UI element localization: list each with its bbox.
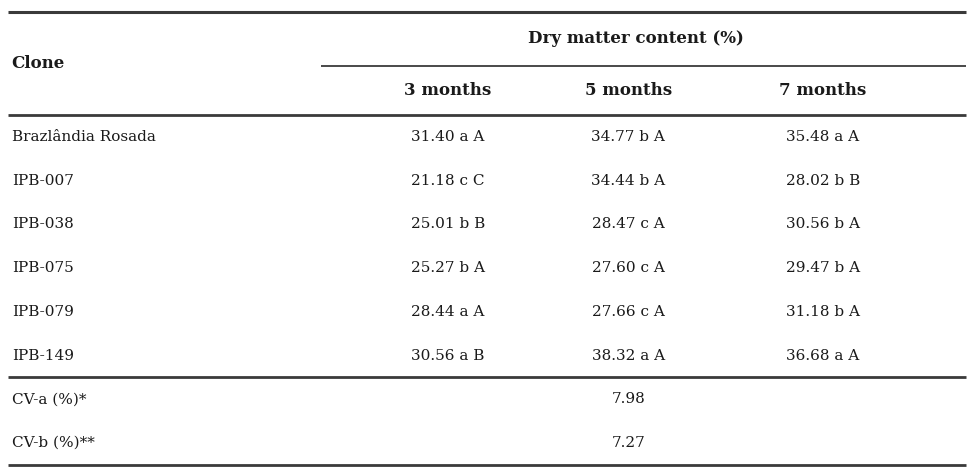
Text: 36.68 a A: 36.68 a A — [786, 349, 860, 362]
Text: 3 months: 3 months — [404, 82, 492, 99]
Text: Brazlândia Rosada: Brazlândia Rosada — [12, 130, 156, 144]
Text: IPB-007: IPB-007 — [12, 174, 74, 188]
Text: 31.40 a A: 31.40 a A — [411, 130, 485, 144]
Text: Clone: Clone — [12, 55, 65, 72]
Text: 34.44 b A: 34.44 b A — [591, 174, 665, 188]
Text: 25.27 b A: 25.27 b A — [411, 261, 485, 275]
Text: 7.27: 7.27 — [612, 436, 645, 450]
Text: 27.66 c A: 27.66 c A — [592, 305, 664, 319]
Text: 35.48 a A: 35.48 a A — [786, 130, 860, 144]
Text: 28.02 b B: 28.02 b B — [786, 174, 860, 188]
Text: 27.60 c A: 27.60 c A — [592, 261, 664, 275]
Text: 38.32 a A: 38.32 a A — [591, 349, 665, 362]
Text: IPB-075: IPB-075 — [12, 261, 73, 275]
Text: IPB-038: IPB-038 — [12, 218, 73, 231]
Text: 30.56 b A: 30.56 b A — [786, 218, 860, 231]
Text: 28.44 a A: 28.44 a A — [411, 305, 485, 319]
Text: Dry matter content (%): Dry matter content (%) — [528, 30, 743, 47]
Text: 25.01 b B: 25.01 b B — [411, 218, 485, 231]
Text: CV-b (%)**: CV-b (%)** — [12, 436, 94, 450]
Text: 31.18 b A: 31.18 b A — [786, 305, 860, 319]
Text: 29.47 b A: 29.47 b A — [786, 261, 860, 275]
Text: 7.98: 7.98 — [612, 392, 645, 406]
Text: 7 months: 7 months — [779, 82, 867, 99]
Text: CV-a (%)*: CV-a (%)* — [12, 392, 86, 406]
Text: 34.77 b A: 34.77 b A — [591, 130, 665, 144]
Text: 30.56 a B: 30.56 a B — [411, 349, 485, 362]
Text: 21.18 c C: 21.18 c C — [411, 174, 485, 188]
Text: 28.47 c A: 28.47 c A — [592, 218, 664, 231]
Text: IPB-079: IPB-079 — [12, 305, 74, 319]
Text: 5 months: 5 months — [584, 82, 672, 99]
Text: IPB-149: IPB-149 — [12, 349, 74, 362]
